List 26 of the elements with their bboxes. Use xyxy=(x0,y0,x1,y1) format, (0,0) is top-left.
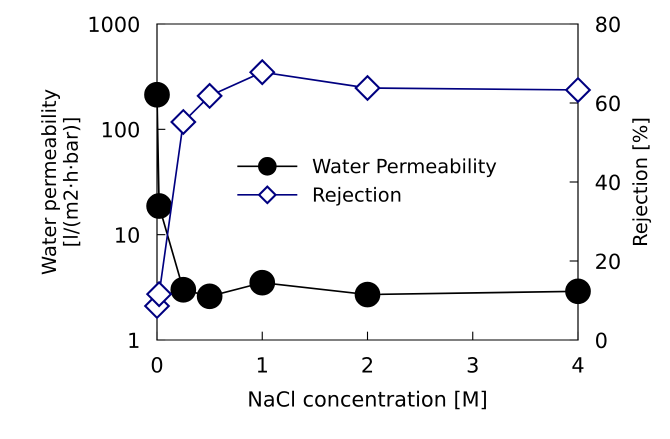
y2-tick-label: 0 xyxy=(596,332,607,348)
y-tick-label: 100 xyxy=(102,122,139,138)
point xyxy=(354,282,380,308)
x-tick-label: 3 xyxy=(468,357,478,373)
point xyxy=(565,278,591,304)
y-tick-label: 1000 xyxy=(90,16,139,32)
legend-label: Rejection xyxy=(314,186,400,206)
x-tick-label: 4 xyxy=(572,357,584,372)
y2-tick-label: 80 xyxy=(596,16,620,32)
x-tick-label: 2 xyxy=(362,357,372,372)
legend-label: Water Permeability xyxy=(312,158,496,178)
x-tick-label: 0 xyxy=(152,357,162,373)
point xyxy=(196,283,222,310)
point xyxy=(249,270,276,296)
y-axis-title: Water permeability [l/(m2·h·bar)] xyxy=(41,90,80,274)
point xyxy=(146,193,172,219)
x-axis-title: NaCl concentration [M] xyxy=(249,390,486,410)
y2-tick-label: 40 xyxy=(596,174,620,190)
y-tick-label: 10 xyxy=(116,227,139,243)
y2-tick-label: 20 xyxy=(596,253,620,270)
y2-axis-title: Rejection [%] xyxy=(632,118,652,245)
x-tick-label: 1 xyxy=(258,357,267,372)
point xyxy=(170,276,196,303)
y2-tick-label: 60 xyxy=(596,95,620,112)
point xyxy=(144,82,170,108)
y-tick-label: 1 xyxy=(129,332,138,348)
